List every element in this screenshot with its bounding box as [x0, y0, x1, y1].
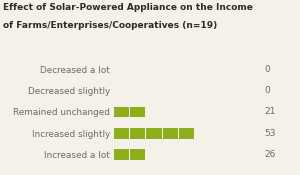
Text: 21: 21	[264, 107, 275, 117]
Text: of Farms/Enterprises/Cooperatives (n=19): of Farms/Enterprises/Cooperatives (n=19)	[3, 21, 217, 30]
Text: 0: 0	[264, 65, 270, 74]
Bar	[163, 128, 178, 139]
Bar	[114, 128, 129, 139]
Text: 26: 26	[264, 150, 275, 159]
Text: 53: 53	[264, 129, 275, 138]
Bar	[114, 149, 129, 160]
Bar	[130, 149, 146, 160]
Text: 0: 0	[264, 86, 270, 95]
Bar	[146, 128, 161, 139]
Bar	[114, 107, 129, 117]
Bar	[130, 128, 146, 139]
Bar	[179, 128, 194, 139]
Bar	[130, 107, 146, 117]
Text: Effect of Solar-Powered Appliance on the Income: Effect of Solar-Powered Appliance on the…	[3, 4, 253, 12]
